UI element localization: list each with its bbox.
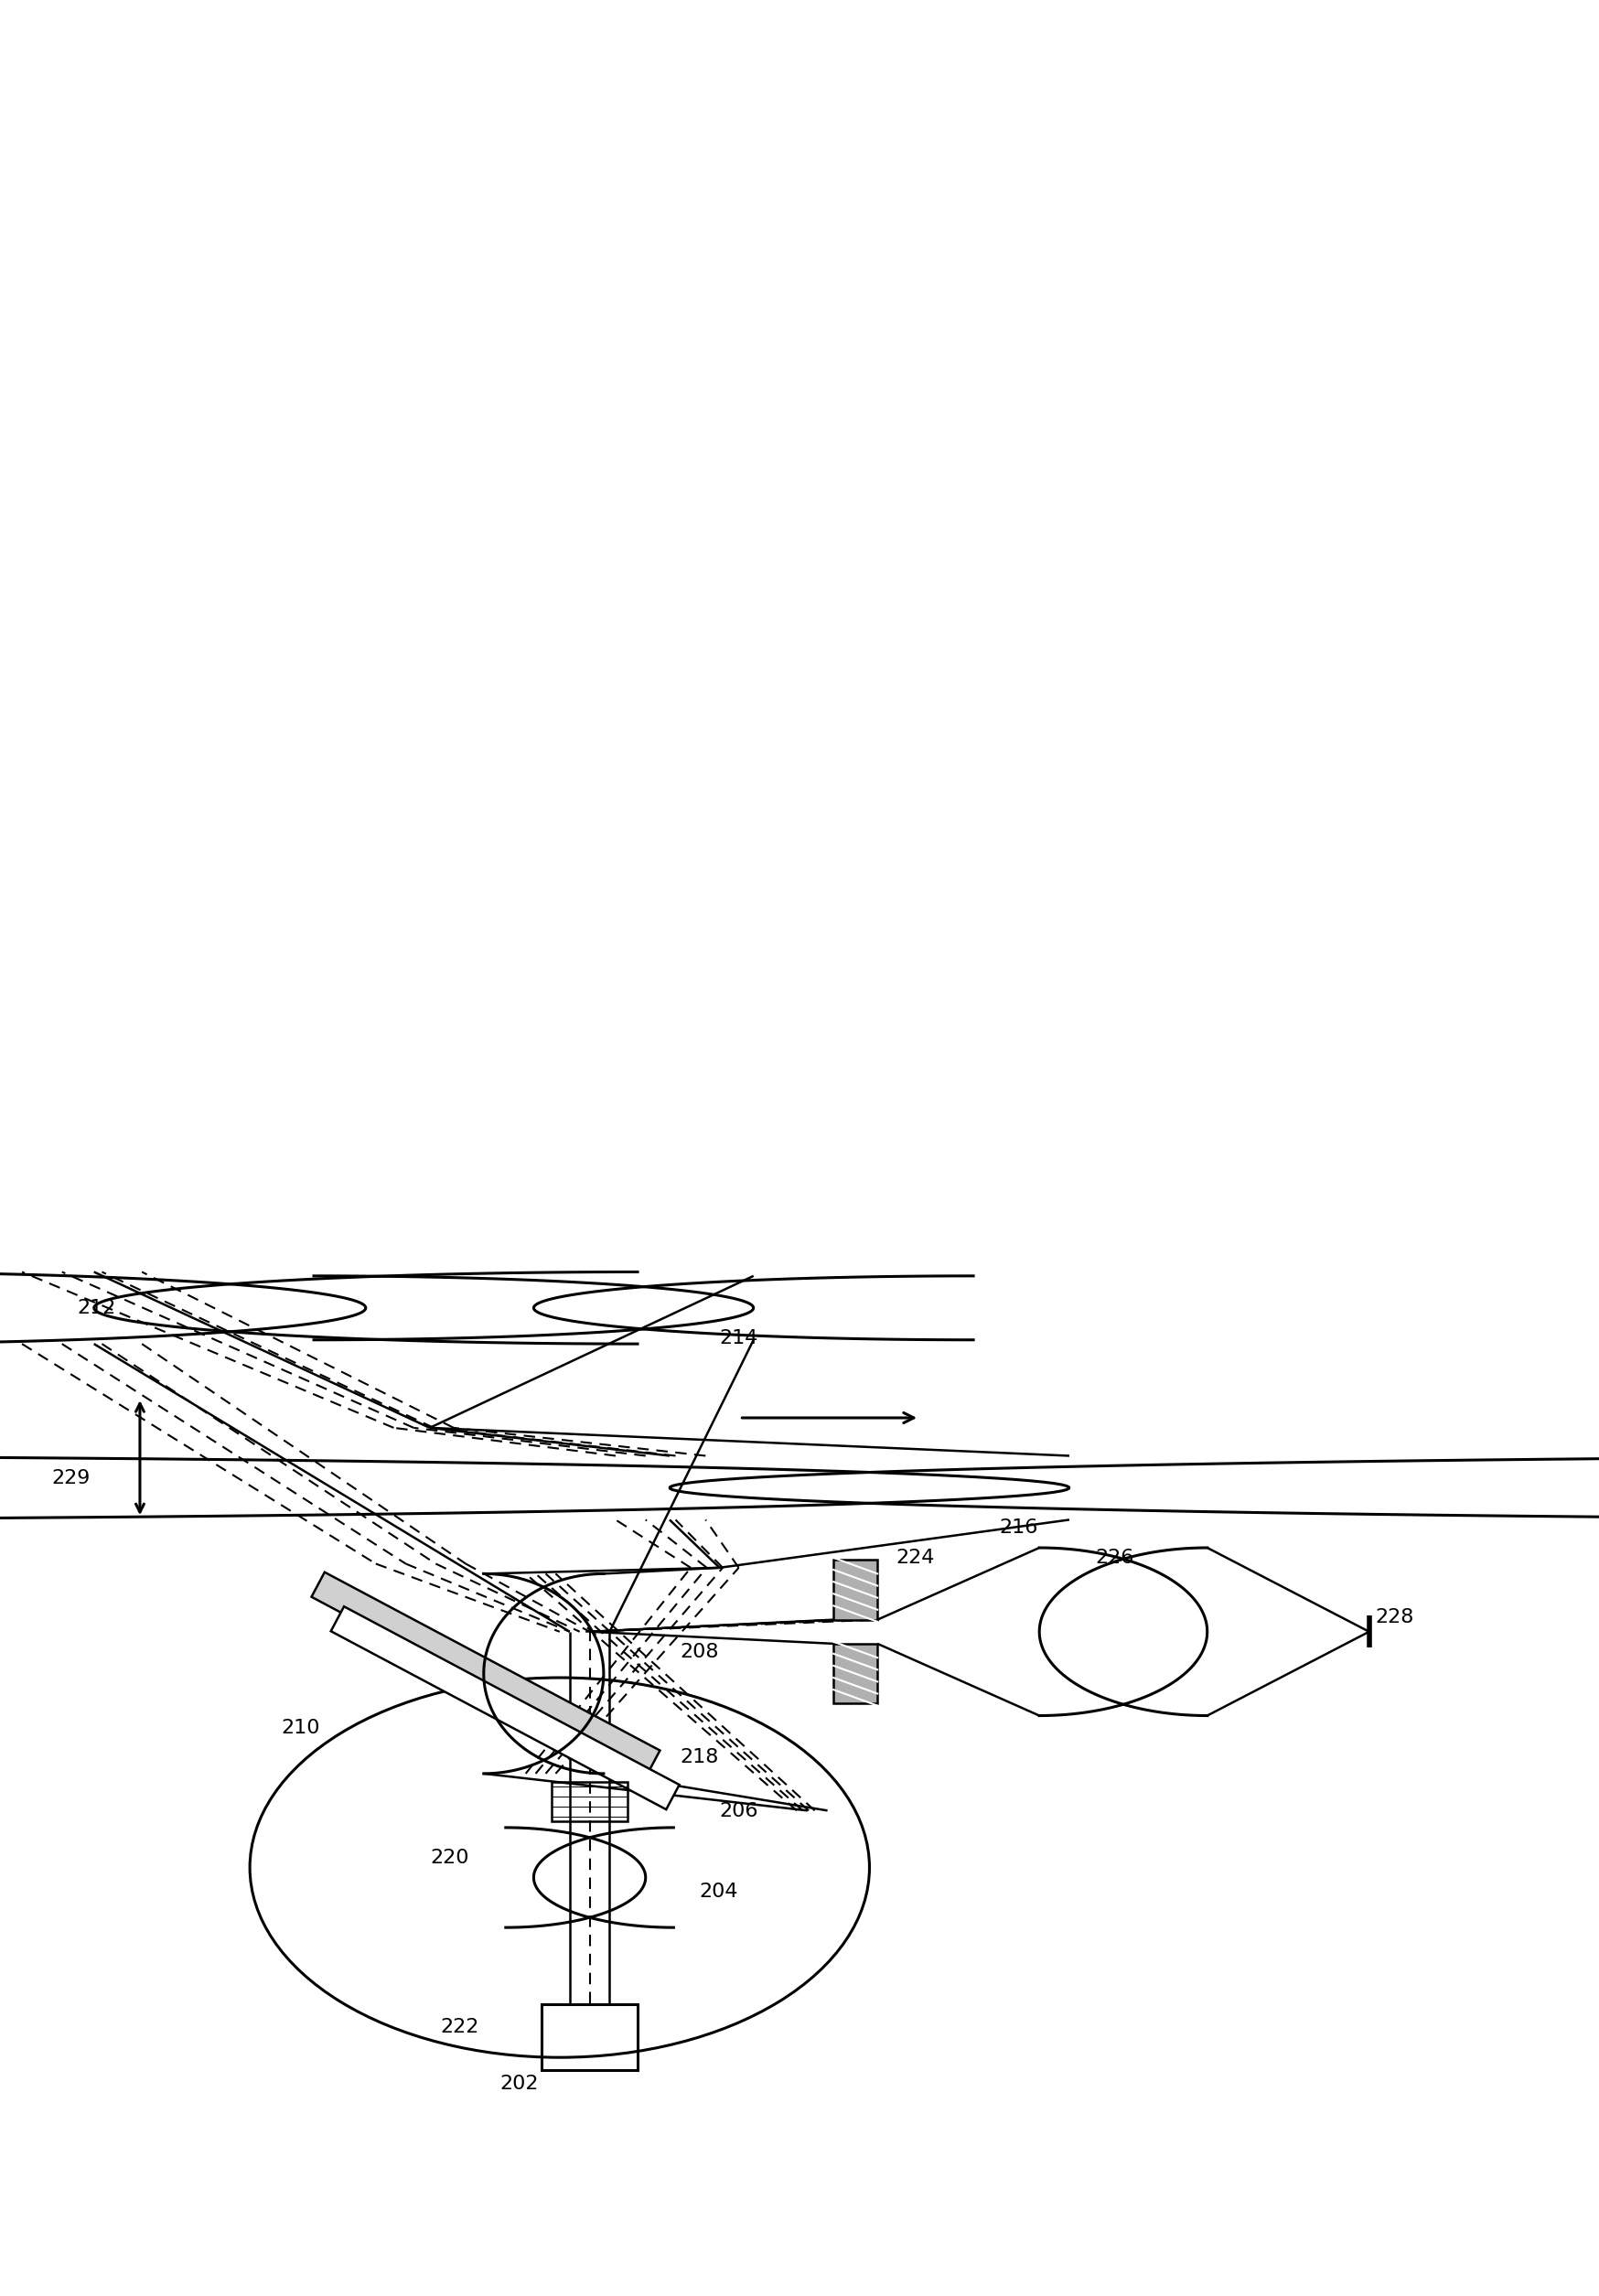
Text: 212: 212	[77, 1300, 117, 1318]
Text: 226: 226	[1095, 1548, 1134, 1566]
Text: 202: 202	[500, 2073, 539, 2092]
Bar	[833, 1559, 878, 1619]
Polygon shape	[331, 1607, 680, 1809]
Text: 204: 204	[700, 1883, 739, 1901]
Text: 216: 216	[999, 1518, 1038, 1536]
Text: 220: 220	[430, 1848, 469, 1867]
Bar	[833, 1644, 878, 1704]
Text: 218: 218	[680, 1750, 718, 1766]
Polygon shape	[312, 1573, 660, 1775]
Text: 224: 224	[895, 1548, 934, 1566]
Bar	[552, 1782, 627, 1821]
Text: 222: 222	[440, 2018, 480, 2037]
Text: 208: 208	[680, 1642, 718, 1660]
Text: 228: 228	[1375, 1609, 1414, 1628]
Text: 206: 206	[720, 1802, 758, 1821]
Text: 214: 214	[720, 1329, 758, 1348]
Text: 229: 229	[51, 1469, 90, 1488]
Text: 210: 210	[281, 1717, 320, 1736]
